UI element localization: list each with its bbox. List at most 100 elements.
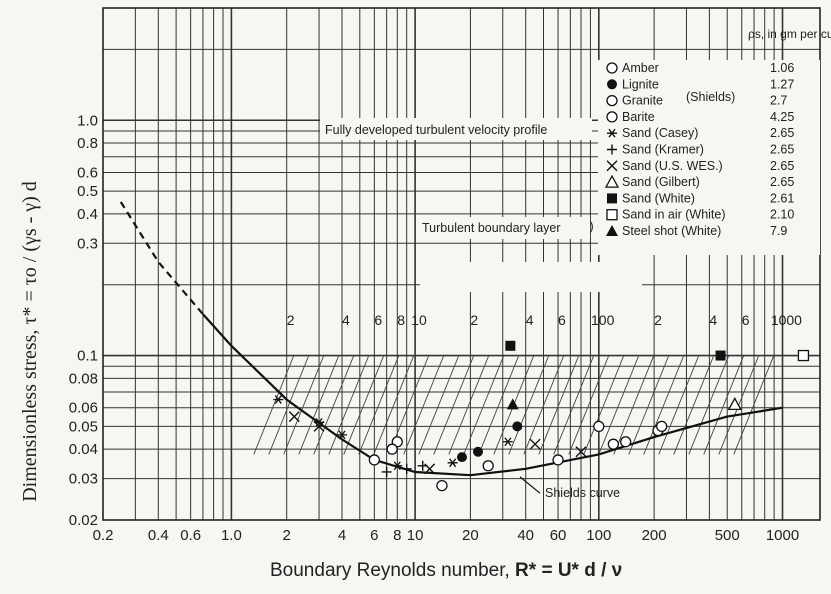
legend-marker xyxy=(604,174,620,188)
hatch-line xyxy=(583,355,625,455)
legend-marker xyxy=(606,94,618,107)
x-tick-label: 0.2 xyxy=(93,527,114,544)
y-tick-label: 1.0 xyxy=(77,112,98,129)
shields-curve-solid xyxy=(202,313,783,477)
legend-label: Sand (Gilbert) xyxy=(622,175,700,189)
legend-density: 7.9 xyxy=(770,224,787,238)
data-point xyxy=(727,397,742,411)
hatch-line xyxy=(508,355,550,455)
hatch-line xyxy=(598,355,640,455)
x-tick-label: 100 xyxy=(586,527,611,544)
legend-group-shields: (Shields) xyxy=(686,90,735,104)
legend-marker xyxy=(607,193,617,204)
shields-curve-arrow xyxy=(519,476,541,494)
legend-marker xyxy=(606,160,618,172)
legend-density: 2.65 xyxy=(770,175,794,189)
hatch-line xyxy=(613,355,655,455)
hatch-line xyxy=(298,355,340,455)
hatch-line xyxy=(538,355,580,455)
legend: ρs, in gm per cu cm Amber 1.06 Lignite 1.27 G… xyxy=(320,27,831,292)
secondary-tick-label: 2 xyxy=(287,312,295,328)
data-point xyxy=(506,398,519,410)
legend-density: 2.7 xyxy=(770,94,787,108)
secondary-tick-label: 100 xyxy=(591,312,615,328)
data-point xyxy=(401,463,412,474)
data-point xyxy=(337,430,347,440)
hatch-line xyxy=(403,355,445,455)
data-point xyxy=(619,436,632,448)
data-point xyxy=(502,437,513,447)
y-tick-label: 0.8 xyxy=(77,135,98,152)
legend-marker xyxy=(607,79,617,90)
data-point xyxy=(797,349,810,362)
legend-marker xyxy=(607,144,617,155)
y-tick-label: 0.04 xyxy=(69,441,98,458)
hatch-line xyxy=(328,355,370,455)
y-tick-label: 0.03 xyxy=(69,471,98,488)
data-point xyxy=(607,438,619,450)
data-point xyxy=(575,446,587,458)
y-tick-label: 0.02 xyxy=(69,512,98,529)
x-tick-label: 20 xyxy=(462,527,479,544)
hatch-line xyxy=(733,355,775,455)
data-point xyxy=(512,421,523,432)
data-point xyxy=(288,411,300,423)
data-points xyxy=(273,340,810,492)
secondary-tick-label: 6 xyxy=(374,312,382,328)
legend-density: 1.27 xyxy=(770,77,794,91)
data-point xyxy=(447,458,458,468)
data-point xyxy=(392,461,403,471)
secondary-tick-label: 1000 xyxy=(771,312,802,328)
legend-label: Lignite xyxy=(622,77,659,91)
hatch-line xyxy=(658,355,700,455)
x-tick-label: 2 xyxy=(283,527,291,544)
hatch-line xyxy=(523,355,565,455)
hatch-line xyxy=(478,355,520,455)
legend-label-bg xyxy=(320,118,592,140)
legend-label: Sand (White) xyxy=(622,191,695,205)
x-axis-label-text: Boundary Reynolds number, xyxy=(270,560,510,581)
hatch-line xyxy=(283,355,325,455)
y-tick-label: 0.5 xyxy=(77,183,98,200)
hatch-line xyxy=(343,355,385,455)
secondary-tick-label: 6 xyxy=(742,312,750,328)
x-axis-label: Boundary Reynolds number, R* = U* d / ν xyxy=(270,560,622,582)
x-tick-label: 500 xyxy=(715,527,740,544)
y-tick-label: 0.1 xyxy=(77,348,98,365)
secondary-tick-label: 4 xyxy=(342,312,350,328)
secondary-tick-label: 2 xyxy=(654,312,662,328)
data-point xyxy=(456,452,467,463)
data-point xyxy=(313,420,325,432)
y-tick-label: 0.08 xyxy=(69,370,98,387)
hatch-line xyxy=(628,355,670,455)
y-tick-label: 0.3 xyxy=(77,235,98,252)
legend-density: 1.06 xyxy=(770,61,794,75)
y-tick-label: 0.6 xyxy=(77,164,98,181)
legend-group-fully-developed: Fully developed turbulent velocity profi… xyxy=(325,123,547,137)
legend-density: 2.10 xyxy=(770,208,794,222)
hatch-line xyxy=(433,355,475,455)
legend-density: 2.65 xyxy=(770,143,794,157)
hatch-line xyxy=(268,355,310,455)
x-tick-label: 4 xyxy=(338,527,346,544)
legend-label: Amber xyxy=(622,61,659,75)
legend-density: 4.25 xyxy=(770,110,794,124)
x-axis-label-symbol: R* = U* d / ν xyxy=(515,560,623,581)
legend-density: 2.65 xyxy=(770,159,794,173)
hatch-line xyxy=(448,355,490,455)
secondary-tick-label: 2 xyxy=(470,312,478,328)
legend-label-bg xyxy=(418,217,590,239)
hatch-line xyxy=(463,355,505,455)
data-point xyxy=(381,466,392,477)
data-point xyxy=(424,463,436,475)
x-tick-label: 1000 xyxy=(766,527,799,544)
x-tick-label: 60 xyxy=(550,527,567,544)
x-tick-label: 0.4 xyxy=(148,527,169,544)
data-point xyxy=(482,460,494,472)
data-point xyxy=(529,438,541,450)
data-point xyxy=(593,420,605,433)
hatch-line xyxy=(553,355,595,455)
legend-header: ρs, in gm per cu cm xyxy=(748,27,831,41)
shields-curve-label: Shields curve xyxy=(545,486,620,500)
